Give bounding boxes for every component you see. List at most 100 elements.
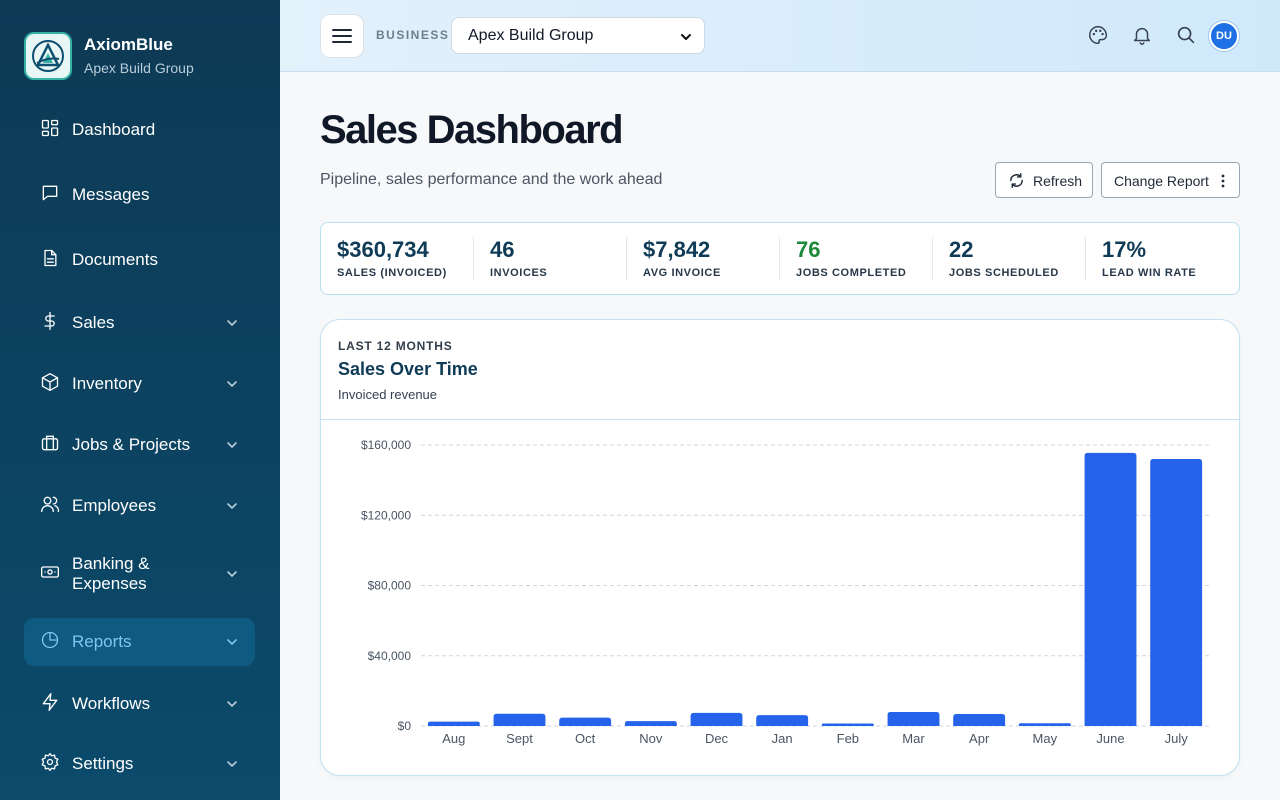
kpi-value: 76 (796, 237, 821, 262)
sidebar-item-label: Documents (72, 250, 158, 269)
kpi-value: 17% (1102, 237, 1147, 262)
sidebar-item-jobs-projects[interactable]: Jobs & Projects (24, 423, 255, 467)
sidebar-item-documents[interactable]: Documents (24, 240, 255, 280)
kpi-label: AVG INVOICE (643, 267, 721, 279)
bar-nov (624, 721, 677, 726)
card-subtitle: Invoiced revenue (338, 387, 438, 402)
sidebar-item-reports[interactable]: Reports (24, 618, 255, 666)
brand-name: AxiomBlue (84, 35, 173, 54)
x-tick-label: July (1165, 731, 1189, 746)
x-tick-label: Nov (639, 731, 663, 746)
topbar: BUSINESS Apex Build Group DU (280, 0, 1280, 72)
briefcase-icon (41, 435, 59, 451)
bar-oct (559, 717, 612, 726)
palette-icon[interactable] (1087, 24, 1109, 46)
document-icon (44, 249, 57, 267)
chevron-down-icon (227, 701, 237, 707)
sidebar-item-label: Reports (72, 632, 132, 651)
card-eyebrow: LAST 12 MONTHS (338, 339, 453, 353)
card-divider (321, 419, 1239, 420)
bell-icon[interactable] (1131, 24, 1153, 46)
bar-aug (427, 721, 480, 726)
chevron-down-icon (227, 442, 237, 448)
kpi-label: INVOICES (490, 267, 548, 279)
kpi-label: JOBS SCHEDULED (949, 267, 1059, 279)
sales-over-time-card: LAST 12 MONTHS Sales Over Time Invoiced … (320, 319, 1240, 776)
kpi-divider (932, 237, 933, 281)
sidebar-item-label: Workflows (72, 694, 151, 713)
refresh-button-label: Refresh (1033, 173, 1083, 189)
kpi-label: LEAD WIN RATE (1102, 267, 1197, 279)
business-label: BUSINESS (376, 28, 450, 42)
bar-dec (690, 712, 743, 726)
sidebar-item-inventory[interactable]: Inventory (24, 362, 255, 406)
sidebar-item-label: Banking & Expenses (72, 554, 150, 594)
sidebar-item-employees[interactable]: Employees (24, 484, 255, 528)
menu-toggle-button[interactable] (320, 14, 364, 58)
brand[interactable]: AxiomBlue Apex Build Group (24, 32, 194, 80)
x-tick-label: Mar (902, 731, 925, 746)
x-tick-label: Sept (506, 731, 533, 746)
chevron-down-icon (227, 571, 237, 577)
kpi-tile: $360,734 SALES (INVOICED) (337, 237, 447, 281)
kpi-value: $360,734 (337, 237, 429, 262)
x-tick-label: Jan (772, 731, 793, 746)
lightning-icon (42, 693, 58, 711)
kpi-tile: 22 JOBS SCHEDULED (949, 237, 1059, 281)
sidebar-item-label: Employees (72, 496, 157, 515)
kpi-value: 22 (949, 237, 974, 262)
bar-apr (953, 714, 1006, 726)
banknote-icon (41, 566, 59, 578)
sidebar-item-label: Sales (72, 313, 115, 332)
x-tick-label: Aug (442, 731, 465, 746)
user-avatar[interactable]: DU (1209, 21, 1239, 51)
sidebar-item-banking[interactable]: Banking & Expenses (24, 548, 255, 600)
bar-july (1150, 459, 1203, 726)
brand-logo-icon (24, 32, 72, 80)
sidebar-item-messages[interactable]: Messages (24, 175, 255, 215)
change-report-button[interactable]: Change Report (1101, 162, 1240, 198)
x-tick-label: Feb (837, 731, 859, 746)
sidebar-item-sales[interactable]: Sales (24, 301, 255, 345)
y-tick-label: $0 (398, 719, 412, 733)
refresh-icon (1010, 173, 1023, 188)
y-tick-label: $40,000 (368, 649, 412, 663)
bar-june (1084, 452, 1137, 726)
kpi-tile: 46 INVOICES (490, 237, 547, 281)
box-icon (41, 373, 59, 391)
page-subtitle: Pipeline, sales performance and the work… (320, 171, 663, 188)
kpi-divider (473, 237, 474, 281)
x-tick-label: Oct (575, 731, 596, 746)
bar-mar (887, 711, 940, 726)
card-title: Sales Over Time (338, 359, 478, 379)
x-tick-label: June (1096, 731, 1124, 746)
sidebar-item-label: Inventory (72, 374, 142, 393)
chevron-down-icon (227, 639, 237, 645)
business-select[interactable]: Apex Build Group (451, 17, 705, 54)
sidebar-item-workflows[interactable]: Workflows (24, 682, 255, 726)
gear-icon (41, 753, 59, 771)
kpi-divider (1085, 237, 1086, 281)
search-icon[interactable] (1175, 24, 1197, 46)
dashboard-grid-icon (41, 119, 59, 137)
change-report-label: Change Report (1114, 173, 1209, 189)
y-tick-label: $120,000 (361, 508, 411, 522)
bar-sept (493, 713, 546, 726)
users-icon (41, 496, 60, 513)
sidebar-item-label-line-2: Expenses (72, 574, 147, 593)
refresh-button[interactable]: Refresh (995, 162, 1093, 198)
kpi-label: SALES (INVOICED) (337, 267, 447, 279)
x-tick-label: Dec (705, 731, 729, 746)
sidebar-item-label: Jobs & Projects (72, 435, 191, 454)
business-select-value: Apex Build Group (468, 26, 594, 44)
sidebar-item-settings[interactable]: Settings (24, 742, 255, 786)
x-tick-label: Apr (969, 731, 990, 746)
sidebar-item-label: Settings (72, 754, 134, 773)
kpi-strip: $360,734 SALES (INVOICED) 46 INVOICES $7,842… (320, 222, 1240, 295)
sidebar-item-dashboard[interactable]: Dashboard (24, 110, 255, 150)
chevron-down-icon (227, 381, 237, 387)
bar-feb (821, 723, 874, 726)
message-icon (42, 185, 58, 201)
sidebar-item-label: Dashboard (72, 120, 156, 139)
hamburger-icon (332, 29, 352, 43)
